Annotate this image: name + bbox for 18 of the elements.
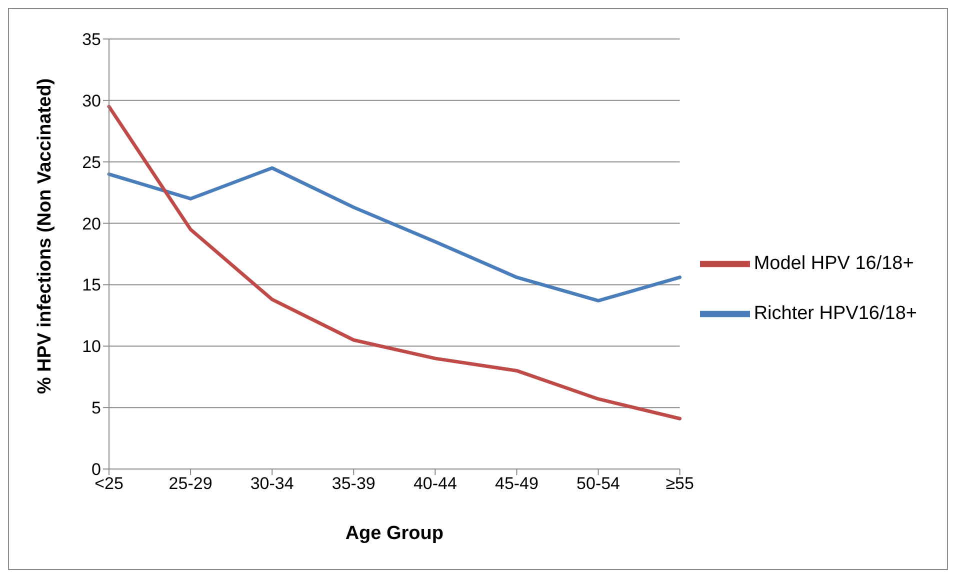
- x-tick-label: 45-49: [494, 474, 538, 494]
- y-tick-label: 25: [82, 152, 101, 172]
- y-tick-label: 5: [92, 398, 101, 418]
- legend-label: Model HPV 16/18+: [754, 253, 914, 274]
- x-tick-label: ≥55: [666, 474, 694, 494]
- y-tick-label: 35: [82, 30, 101, 50]
- x-axis-title: Age Group: [345, 523, 444, 544]
- y-tick-label: 15: [82, 276, 101, 295]
- y-axis-title: % HPV infections (Non Vaccinated): [34, 78, 56, 394]
- y-tick-label: 10: [82, 337, 101, 356]
- x-tick-label: 35-39: [332, 474, 376, 494]
- x-tick-label: 30-34: [250, 474, 294, 494]
- legend-label: Richter HPV16/18+: [754, 303, 917, 324]
- x-tick-label: 25-29: [168, 474, 212, 494]
- x-tick-label: 50-54: [576, 474, 620, 494]
- y-tick-label: 30: [82, 91, 101, 110]
- y-tick-label: 20: [82, 214, 101, 234]
- x-tick-label: 40-44: [413, 474, 457, 494]
